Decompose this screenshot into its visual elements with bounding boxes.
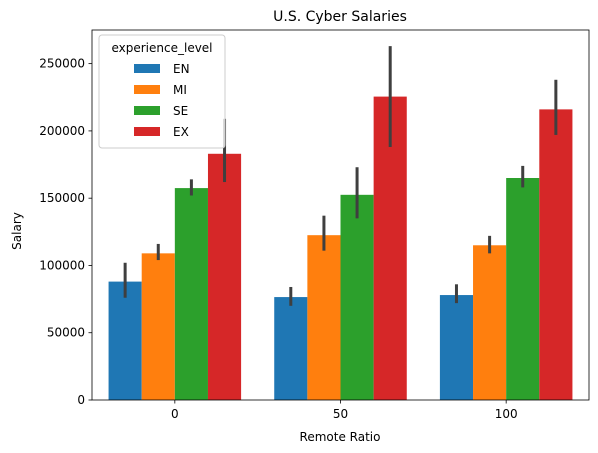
bar-en-0 [108,281,142,400]
legend-label-ex: EX [173,125,189,139]
x-axis-title: Remote Ratio [300,430,381,444]
legend-swatch-mi [134,85,160,94]
y-tick-label: 0 [77,393,85,407]
legend-swatch-se [134,106,160,115]
bar-ex-0 [207,153,242,400]
legend-label-mi: MI [173,83,187,97]
bar-en-50 [274,297,308,400]
x-tick-label: 0 [171,407,179,421]
x-tick-label: 100 [495,407,518,421]
legend-swatch-en [134,64,160,73]
chart-title: U.S. Cyber Salaries [273,9,407,25]
bar-mi-0 [141,253,175,400]
bars-layer [108,96,573,400]
legend-title: experience_level [111,41,212,55]
x-tick-label: 50 [333,407,348,421]
bar-mi-50 [307,235,341,400]
y-tick-label: 50000 [47,326,85,340]
legend-label-se: SE [173,104,188,118]
bar-se-0 [174,188,208,400]
y-axis-title: Salary [10,212,24,250]
y-tick-label: 150000 [39,191,85,205]
y-tick-label: 200000 [39,124,85,138]
bar-ex-50 [373,96,407,400]
bar-ex-100 [539,109,573,400]
legend-frame [98,34,226,149]
legend-swatch-ex [134,127,160,136]
bar-se-100 [506,178,540,400]
legend: experience_level EN MI SE EX [98,34,226,149]
y-tick-label: 100000 [39,258,85,272]
legend-label-en: EN [173,62,190,76]
legend-items: EN MI SE EX [134,62,190,139]
bar-mi-100 [473,245,507,400]
axes-layer: 0 50000 100000 150000 200000 250000 0 50 100 [39,29,590,421]
y-tick-label: 250000 [39,57,85,71]
bar-se-50 [340,194,374,400]
bar-en-100 [439,295,474,400]
